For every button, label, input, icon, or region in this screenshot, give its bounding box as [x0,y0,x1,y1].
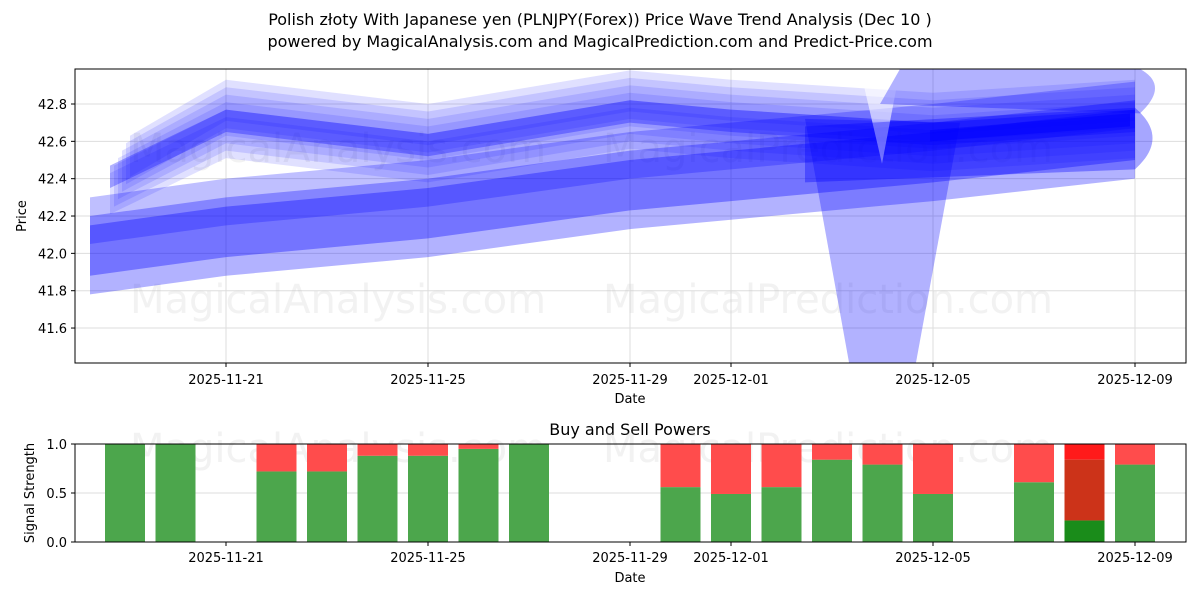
buy-bar [1115,464,1155,542]
buy-bar [862,464,903,542]
signal-bar [711,444,751,542]
x-tick-label: 2025-12-01 [693,551,769,566]
sell-bar [408,444,448,456]
signal-bar [660,444,701,542]
signal-bar [155,444,196,542]
sell-bar [761,444,802,488]
sell-bar [357,444,398,456]
signal-bar [256,444,297,542]
buy-bar [458,448,499,542]
buy-bar [357,455,398,542]
y-tick-label: 42.8 [38,98,67,113]
signal-bar [458,444,499,542]
watermark: MagicalAnalysis.com [130,126,546,172]
chart-subtitle: powered by MagicalAnalysis.com and Magic… [267,32,933,51]
buy-bar [660,487,701,542]
buy-bar [155,444,196,542]
sell-bar [458,444,499,449]
x-tick-label: 2025-11-25 [390,551,466,566]
sell-bar [913,444,953,494]
buy-bar [761,487,802,542]
x-tick-label: 2025-12-09 [1097,373,1173,388]
sell-bar [1064,459,1105,521]
x-tick-label: 2025-12-09 [1097,551,1173,566]
sell-bar [660,444,701,488]
buy-bar [1014,482,1054,542]
price-plot: 41.6 41.8 42.0 42.2 42.4 42.6 42.8 2025-11-21 20… [15,68,1187,407]
bar-chart-title: Buy and Sell Powers [549,420,711,439]
x-tick-label: 2025-11-29 [592,373,668,388]
wave-bands [90,69,1155,363]
x-tick-label: 2025-11-21 [188,551,264,566]
buy-bar [105,444,145,542]
sell-bar [711,444,751,494]
y-tick-label: 1.0 [46,438,67,453]
buy-sell-plot: Buy and Sell PowersMagicalAnalysis.comMa… [23,420,1187,586]
buy-bar [256,471,297,542]
sell-bar [812,444,852,460]
y-tick-label: 42.6 [38,135,67,150]
x-tick-label: 2025-12-01 [693,373,769,388]
signal-bar [307,444,347,542]
chart-title: Polish złoty With Japanese yen (PLNJPY(F… [268,10,932,29]
signal-bar [509,444,549,542]
y-tick-label: 0.5 [46,487,67,502]
signal-bar [105,444,145,542]
y-tick-label: 42.4 [38,173,67,188]
x-tick-label: 2025-11-29 [592,551,668,566]
watermark: MagicalAnalysis.com [130,277,546,323]
buy-bar [711,493,751,542]
signal-bar [1014,444,1054,542]
x-tick-label: 2025-12-05 [895,551,971,566]
y-tick-label: 41.6 [38,322,67,337]
x-tick-label: 2025-11-25 [390,373,466,388]
sell-bar [1064,444,1105,460]
y-tick-label: 42.0 [38,247,67,262]
watermark: MagicalPrediction.com [603,277,1053,323]
signal-bar [812,444,852,542]
buy-bar [812,459,852,542]
y-tick-label: 42.2 [38,210,67,225]
signal-bar [408,444,448,542]
signal-bar [1115,444,1155,542]
x-tick-label: 2025-12-05 [895,373,971,388]
x-axis-label: Date [614,392,645,407]
buy-bar [509,444,549,542]
sell-bar [256,444,297,472]
signal-bar [761,444,802,542]
x-axis-label: Date [614,571,645,586]
sell-bar [1115,444,1155,465]
plot-frame [74,68,1187,364]
signal-bar [357,444,398,542]
buy-bar [408,455,448,542]
sell-bar [1014,444,1054,483]
sell-bar [862,444,903,465]
signal-bar [913,444,953,542]
bar-plot-frame [74,443,1187,543]
y-axis-label: Signal Strength [23,443,38,543]
y-tick-label: 0.0 [46,536,67,551]
buy-bar [913,493,953,542]
sell-bar [307,444,347,472]
signal-bar [1064,444,1105,542]
buy-bar [307,471,347,542]
y-tick-label: 41.8 [38,285,67,300]
buy-bar [1064,520,1105,542]
signal-bar [862,444,903,542]
x-tick-label: 2025-11-21 [188,373,264,388]
y-axis-label: Price [15,200,30,232]
